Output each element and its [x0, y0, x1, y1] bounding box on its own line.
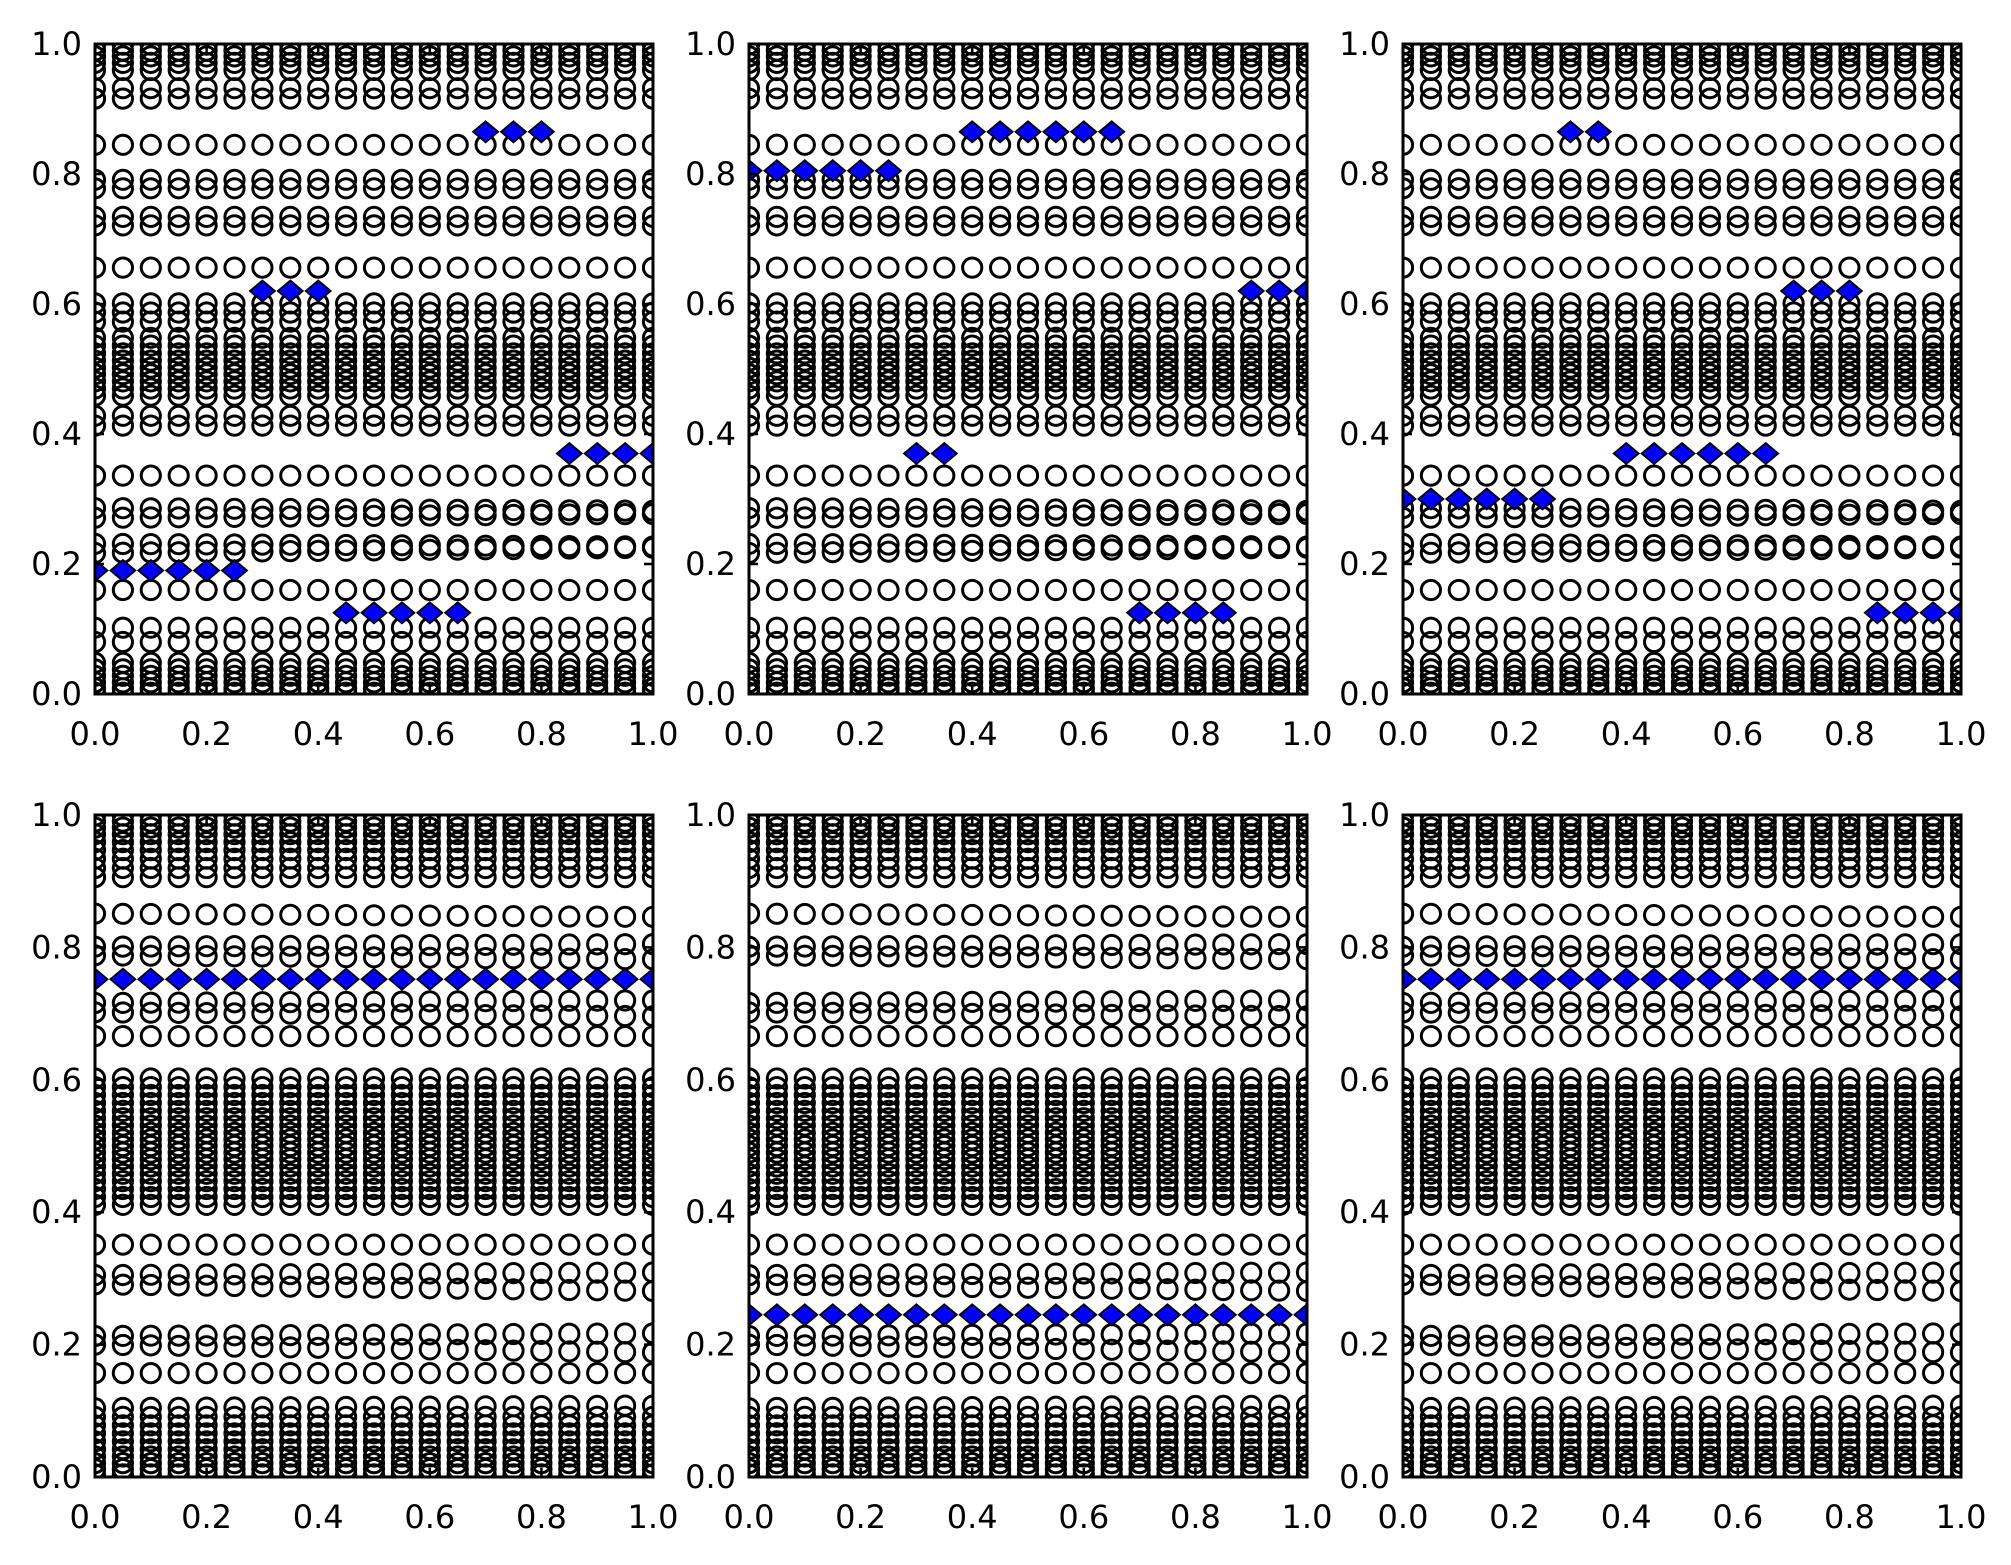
plot-border — [747, 42, 1309, 696]
x-tick-label: 1.0 — [1282, 715, 1333, 753]
x-tick-label: 0.8 — [1170, 1498, 1221, 1536]
x-tick-label: 0.0 — [724, 1498, 775, 1536]
y-tick-label: 0.0 — [685, 675, 736, 713]
y-tick-label: 0.4 — [31, 1193, 82, 1231]
plot-border — [1401, 42, 1963, 696]
y-tick-label: 0.6 — [685, 1061, 736, 1099]
circle-markers — [749, 815, 1307, 1477]
subplot-bottom-right: 0.0 0.2 0.4 0.6 0.8 1.0 0.0 0.2 0.4 0.6 0.8 1.0 — [1339, 796, 1986, 1536]
x-tick-label: 0.4 — [947, 1498, 998, 1536]
y-tick-label: 0.0 — [685, 1458, 736, 1496]
x-tick-label: 0.4 — [947, 715, 998, 753]
diamond-markers — [95, 967, 653, 991]
y-tick-label: 0.6 — [1339, 285, 1390, 323]
x-tick-label: 0.0 — [1378, 1498, 1429, 1536]
y-tick-label: 0.0 — [31, 675, 82, 713]
y-tick-label: 0.2 — [31, 545, 82, 583]
x-tick-label: 1.0 — [628, 715, 679, 753]
x-tick-label: 0.6 — [1058, 715, 1109, 753]
x-tick-label: 0.6 — [1712, 1498, 1763, 1536]
y-tick-label: 0.4 — [1339, 1193, 1390, 1231]
y-tick-label: 0.2 — [685, 545, 736, 583]
y-tick-label: 1.0 — [1339, 796, 1390, 834]
diamond-markers — [95, 120, 653, 625]
x-tick-label: 0.2 — [1489, 715, 1540, 753]
y-tick-label: 0.2 — [1339, 545, 1390, 583]
y-tick-label: 0.4 — [685, 1193, 736, 1231]
x-tick-label: 1.0 — [1936, 715, 1987, 753]
x-tick-label: 0.4 — [1601, 1498, 1652, 1536]
axis-ticks — [747, 813, 1309, 1479]
x-tick-label: 0.8 — [516, 715, 567, 753]
y-tick-label: 0.8 — [685, 155, 736, 193]
x-tick-label: 0.0 — [1378, 715, 1429, 753]
plot-border — [1401, 813, 1963, 1479]
y-tick-label: 1.0 — [31, 796, 82, 834]
x-tick-label: 0.2 — [181, 715, 232, 753]
circle-markers — [1403, 44, 1961, 694]
x-tick-label: 0.2 — [835, 715, 886, 753]
y-tick-label: 0.2 — [685, 1326, 736, 1364]
diamond-markers — [749, 1303, 1307, 1327]
x-tick-label: 1.0 — [1282, 1498, 1333, 1536]
x-tick-label: 0.0 — [70, 1498, 121, 1536]
x-tick-label: 0.4 — [293, 1498, 344, 1536]
y-tick-label: 0.4 — [1339, 415, 1390, 453]
y-tick-label: 1.0 — [1339, 25, 1390, 63]
y-tick-label: 0.8 — [31, 155, 82, 193]
y-tick-label: 0.8 — [1339, 928, 1390, 966]
y-tick-label: 0.4 — [685, 415, 736, 453]
y-tick-label: 0.4 — [31, 415, 82, 453]
x-tick-label: 0.6 — [1058, 1498, 1109, 1536]
diamond-markers — [749, 120, 1307, 625]
x-tick-label: 0.8 — [1824, 1498, 1875, 1536]
y-tick-label: 0.8 — [31, 928, 82, 966]
subplot-bottom-left: 0.0 0.2 0.4 0.6 0.8 1.0 0.0 0.2 0.4 0.6 0.8 1.0 — [31, 796, 678, 1536]
subplot-top-center: 0.0 0.2 0.4 0.6 0.8 1.0 0.0 0.2 0.4 0.6 0.8 1.0 — [685, 25, 1332, 753]
x-tick-label: 0.6 — [1712, 715, 1763, 753]
x-tick-label: 0.0 — [70, 715, 121, 753]
subplot-bottom-center: 0.0 0.2 0.4 0.6 0.8 1.0 0.0 0.2 0.4 0.6 0.8 1.0 — [685, 796, 1332, 1536]
y-tick-label: 0.8 — [1339, 155, 1390, 193]
y-tick-label: 0.6 — [685, 285, 736, 323]
y-tick-label: 0.6 — [31, 285, 82, 323]
x-tick-label: 0.6 — [404, 715, 455, 753]
y-tick-label: 0.2 — [31, 1326, 82, 1364]
x-tick-label: 0.2 — [181, 1498, 232, 1536]
y-tick-label: 1.0 — [685, 796, 736, 834]
axis-ticks — [93, 813, 655, 1479]
y-tick-label: 0.0 — [1339, 675, 1390, 713]
y-tick-label: 0.6 — [1339, 1061, 1390, 1099]
x-tick-label: 0.2 — [835, 1498, 886, 1536]
x-tick-label: 0.8 — [1824, 715, 1875, 753]
x-tick-label: 1.0 — [1936, 1498, 1987, 1536]
y-tick-label: 0.0 — [1339, 1458, 1390, 1496]
x-tick-label: 0.4 — [1601, 715, 1652, 753]
diamond-markers — [1403, 967, 1961, 991]
x-tick-label: 0.4 — [293, 715, 344, 753]
x-tick-label: 0.2 — [1489, 1498, 1540, 1536]
x-tick-label: 0.8 — [1170, 715, 1221, 753]
subplot-top-left: 0.0 0.2 0.4 0.6 0.8 1.0 0.0 0.2 0.4 0.6 0.8 1.0 — [31, 25, 678, 753]
subplot-top-right: 0.0 0.2 0.4 0.6 0.8 1.0 0.0 0.2 0.4 0.6 0.8 1.0 — [1339, 25, 1986, 753]
y-tick-label: 0.6 — [31, 1061, 82, 1099]
circle-markers — [1403, 815, 1961, 1477]
diamond-markers — [1403, 120, 1961, 625]
circle-markers — [95, 815, 653, 1477]
y-tick-label: 1.0 — [31, 25, 82, 63]
x-tick-label: 0.0 — [724, 715, 775, 753]
plot-border — [93, 813, 655, 1479]
axis-ticks — [1401, 813, 1963, 1479]
plot-border — [747, 813, 1309, 1479]
y-tick-label: 0.0 — [31, 1458, 82, 1496]
y-tick-label: 1.0 — [685, 25, 736, 63]
y-tick-label: 0.8 — [685, 928, 736, 966]
x-tick-label: 0.8 — [516, 1498, 567, 1536]
plot-border — [93, 42, 655, 696]
x-tick-label: 1.0 — [628, 1498, 679, 1536]
y-tick-label: 0.2 — [1339, 1326, 1390, 1364]
x-tick-label: 0.6 — [404, 1498, 455, 1536]
